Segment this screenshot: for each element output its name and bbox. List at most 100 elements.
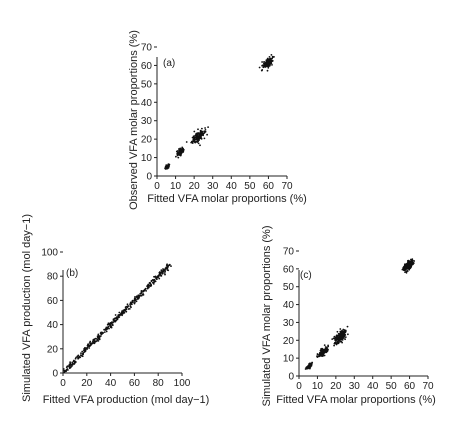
data-point bbox=[150, 279, 153, 282]
x-tick-label: 50 bbox=[244, 181, 256, 192]
data-point bbox=[267, 66, 270, 69]
data-point bbox=[193, 140, 196, 143]
data-point bbox=[405, 265, 408, 267]
data-point bbox=[258, 66, 261, 69]
x-tick-label: 20 bbox=[330, 381, 342, 392]
data-point bbox=[320, 351, 323, 354]
data-point bbox=[175, 150, 178, 153]
data-point bbox=[410, 263, 413, 265]
data-point bbox=[117, 314, 120, 317]
data-point bbox=[193, 130, 196, 133]
data-point bbox=[162, 269, 165, 272]
data-point bbox=[261, 69, 264, 71]
data-point bbox=[192, 138, 195, 141]
data-point bbox=[185, 141, 188, 143]
data-point bbox=[115, 319, 118, 322]
data-point bbox=[199, 144, 201, 147]
data-point bbox=[268, 56, 271, 58]
data-point bbox=[196, 140, 199, 142]
data-point bbox=[140, 290, 143, 292]
data-point bbox=[105, 330, 108, 333]
data-point bbox=[111, 324, 114, 327]
data-point bbox=[91, 340, 94, 343]
data-point bbox=[403, 269, 405, 272]
x-tick-label: 30 bbox=[207, 181, 219, 192]
data-point bbox=[100, 335, 102, 337]
data-point bbox=[179, 147, 182, 150]
data-point bbox=[124, 306, 127, 309]
data-point bbox=[100, 333, 103, 336]
y-tick-label: 0 bbox=[146, 172, 152, 183]
data-point bbox=[164, 270, 167, 273]
panel-a-label: (a) bbox=[163, 58, 175, 69]
data-point bbox=[201, 127, 203, 130]
y-tick-label: 30 bbox=[283, 318, 295, 329]
y-tick-label: 70 bbox=[141, 43, 153, 54]
data-point bbox=[64, 370, 67, 372]
data-point bbox=[265, 60, 268, 62]
data-point bbox=[333, 344, 335, 347]
data-point bbox=[305, 366, 308, 369]
data-point bbox=[266, 65, 269, 68]
data-point bbox=[164, 273, 166, 276]
data-point bbox=[130, 301, 133, 304]
data-point bbox=[138, 294, 141, 297]
data-point bbox=[263, 61, 265, 63]
data-point bbox=[181, 147, 184, 150]
data-point bbox=[96, 336, 99, 339]
data-point bbox=[178, 150, 181, 153]
data-point bbox=[204, 129, 207, 131]
data-point bbox=[94, 337, 97, 340]
x-tick-label: 70 bbox=[281, 181, 293, 192]
data-point bbox=[113, 317, 116, 320]
x-tick-label: 60 bbox=[263, 181, 275, 192]
data-point bbox=[321, 347, 323, 350]
data-point bbox=[164, 267, 167, 270]
data-point bbox=[408, 268, 411, 271]
data-point bbox=[127, 308, 130, 310]
x-tick-label: 80 bbox=[153, 378, 165, 389]
data-point bbox=[404, 271, 406, 273]
data-point bbox=[319, 351, 321, 354]
data-point bbox=[191, 140, 194, 143]
data-point bbox=[261, 61, 263, 63]
data-point bbox=[266, 57, 269, 60]
y-tick-label: 20 bbox=[141, 135, 153, 146]
data-point bbox=[339, 336, 342, 339]
data-point bbox=[65, 368, 68, 371]
data-point bbox=[324, 346, 327, 348]
data-point bbox=[341, 341, 343, 344]
y-tick-label: 40 bbox=[141, 98, 153, 109]
data-point bbox=[266, 69, 269, 72]
data-point bbox=[155, 276, 158, 279]
data-point bbox=[323, 354, 326, 357]
data-point bbox=[407, 259, 410, 262]
data-point bbox=[62, 368, 65, 370]
data-point bbox=[167, 269, 170, 272]
y-tick-label: 50 bbox=[283, 282, 295, 293]
data-point bbox=[167, 165, 170, 168]
data-point bbox=[339, 340, 341, 343]
x-tick-label: 30 bbox=[349, 381, 361, 392]
x-tick-label: 20 bbox=[189, 181, 201, 192]
data-point bbox=[146, 284, 149, 287]
data-point bbox=[112, 321, 114, 324]
y-tick-label: 60 bbox=[141, 61, 153, 72]
data-point bbox=[114, 314, 117, 316]
data-point bbox=[166, 166, 168, 169]
data-point bbox=[147, 286, 149, 289]
data-point bbox=[334, 339, 337, 342]
data-point bbox=[344, 338, 346, 341]
data-point bbox=[309, 364, 312, 367]
data-point bbox=[202, 132, 205, 135]
data-point bbox=[270, 54, 273, 56]
data-point bbox=[68, 363, 71, 366]
data-point bbox=[130, 306, 132, 309]
data-point bbox=[316, 353, 319, 356]
data-point bbox=[133, 299, 136, 301]
data-point bbox=[103, 331, 106, 333]
data-point bbox=[132, 301, 134, 304]
x-tick-label: 0 bbox=[60, 378, 66, 389]
data-point bbox=[177, 156, 180, 159]
